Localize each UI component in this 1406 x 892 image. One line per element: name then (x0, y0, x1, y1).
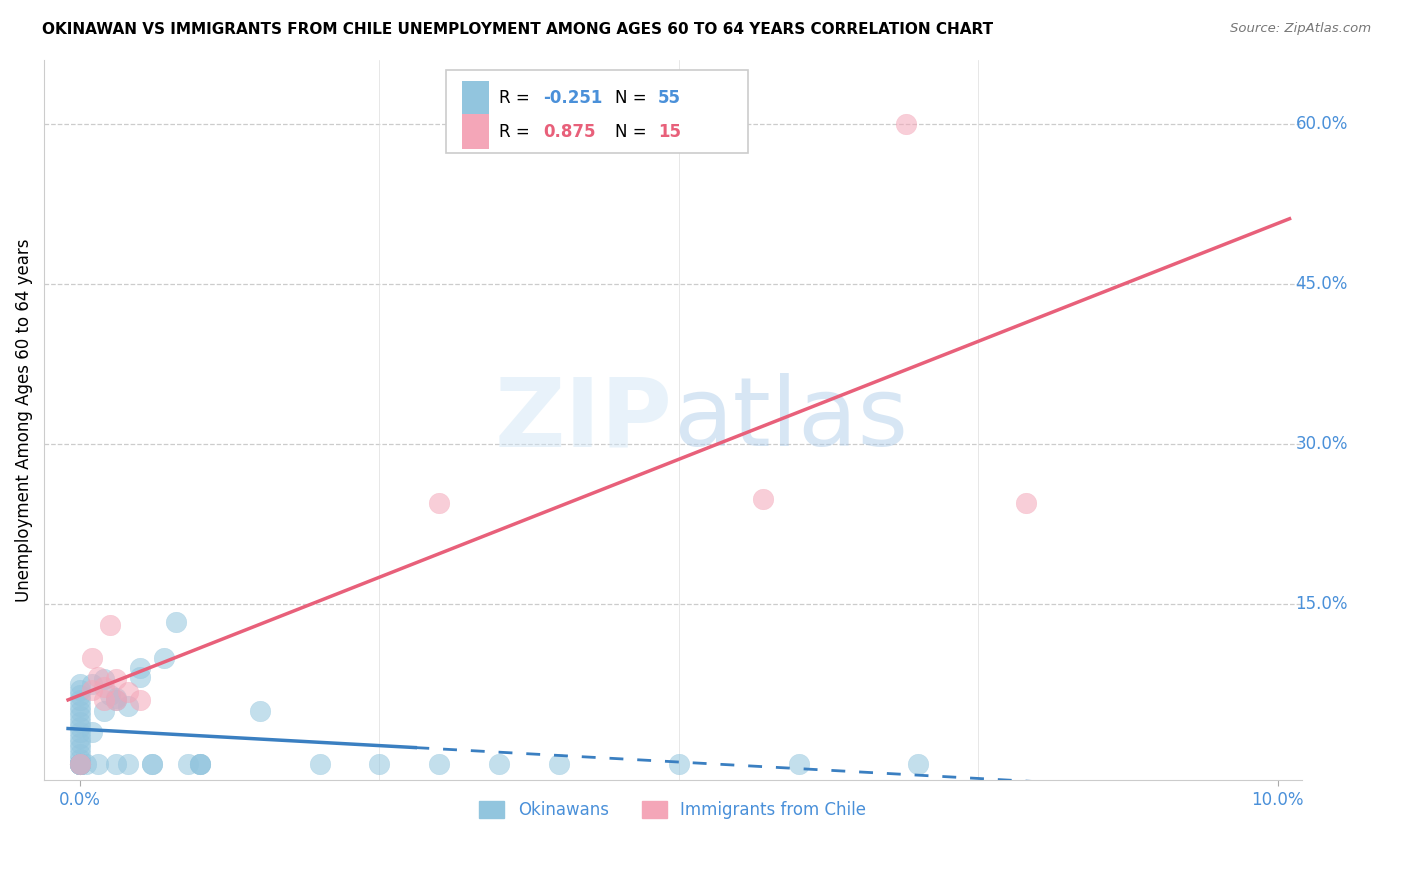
Point (93, 681, 115, 695)
Point (87, 670, 110, 684)
Point (188, 757, 211, 772)
Point (69, 704, 91, 718)
Point (104, 693, 127, 707)
Point (1015, 496, 1038, 510)
Point (69, 682, 91, 697)
Text: R =: R = (499, 89, 536, 107)
Point (141, 757, 163, 772)
Text: Source: ZipAtlas.com: Source: ZipAtlas.com (1230, 22, 1371, 36)
Point (177, 757, 200, 772)
Point (141, 757, 163, 772)
Text: 45.0%: 45.0% (1295, 275, 1348, 293)
Point (188, 757, 211, 772)
Point (69, 757, 91, 772)
Point (117, 698, 139, 713)
Point (69, 757, 91, 772)
Point (69, 731, 91, 745)
Point (548, 757, 571, 772)
Y-axis label: Unemployment Among Ages 60 to 64 years: Unemployment Among Ages 60 to 64 years (15, 238, 32, 602)
Text: N =: N = (614, 89, 652, 107)
Point (87, 757, 110, 772)
Point (69, 752, 91, 766)
Point (69, 714, 91, 729)
Point (69, 693, 91, 707)
Point (69, 698, 91, 713)
Point (93, 704, 115, 718)
Point (668, 757, 690, 772)
Text: ZIP: ZIP (495, 374, 673, 467)
Point (98, 618, 121, 632)
Point (117, 757, 139, 772)
Point (188, 757, 211, 772)
FancyBboxPatch shape (447, 70, 748, 153)
Point (69, 757, 91, 772)
Point (93, 693, 115, 707)
Point (104, 691, 127, 706)
Point (69, 757, 91, 772)
Text: R =: R = (499, 123, 536, 141)
Point (104, 693, 127, 707)
Point (129, 670, 152, 684)
Point (69, 757, 91, 772)
Point (165, 615, 187, 630)
Point (80, 650, 103, 665)
Point (80, 725, 103, 739)
Point (69, 757, 91, 772)
Point (75, 757, 97, 772)
Text: 55: 55 (658, 89, 681, 107)
Point (787, 757, 810, 772)
Text: 60.0%: 60.0% (1295, 115, 1348, 133)
Point (69, 709, 91, 723)
Point (129, 693, 152, 707)
Point (104, 757, 127, 772)
Text: 15: 15 (658, 123, 681, 141)
Point (93, 672, 115, 686)
Point (308, 757, 330, 772)
Point (104, 672, 127, 686)
Point (69, 677, 91, 691)
Point (153, 650, 176, 665)
Point (488, 757, 510, 772)
Point (80, 682, 103, 697)
Text: OKINAWAN VS IMMIGRANTS FROM CHILE UNEMPLOYMENT AMONG AGES 60 TO 64 YEARS CORRELA: OKINAWAN VS IMMIGRANTS FROM CHILE UNEMPL… (42, 22, 993, 37)
Point (69, 747, 91, 761)
Point (751, 492, 773, 507)
Point (69, 741, 91, 756)
Point (69, 757, 91, 772)
Text: 15.0%: 15.0% (1295, 595, 1348, 613)
Point (427, 757, 450, 772)
Point (69, 720, 91, 734)
Point (129, 661, 152, 675)
Point (69, 757, 91, 772)
Point (117, 684, 139, 698)
Point (69, 736, 91, 750)
Bar (461, 80, 489, 115)
Text: -0.251: -0.251 (543, 89, 603, 107)
Legend: Okinawans, Immigrants from Chile: Okinawans, Immigrants from Chile (472, 795, 873, 826)
Text: 30.0%: 30.0% (1295, 435, 1348, 453)
Point (907, 757, 929, 772)
Point (368, 757, 391, 772)
Text: 0.875: 0.875 (543, 123, 596, 141)
Point (69, 725, 91, 739)
Point (249, 704, 271, 718)
Text: N =: N = (614, 123, 652, 141)
Point (69, 688, 91, 702)
Text: atlas: atlas (673, 374, 908, 467)
Point (896, 117, 918, 131)
Point (69, 757, 91, 772)
Point (98, 688, 121, 702)
Point (80, 677, 103, 691)
Point (69, 757, 91, 772)
Bar (461, 114, 489, 149)
Point (427, 496, 450, 510)
